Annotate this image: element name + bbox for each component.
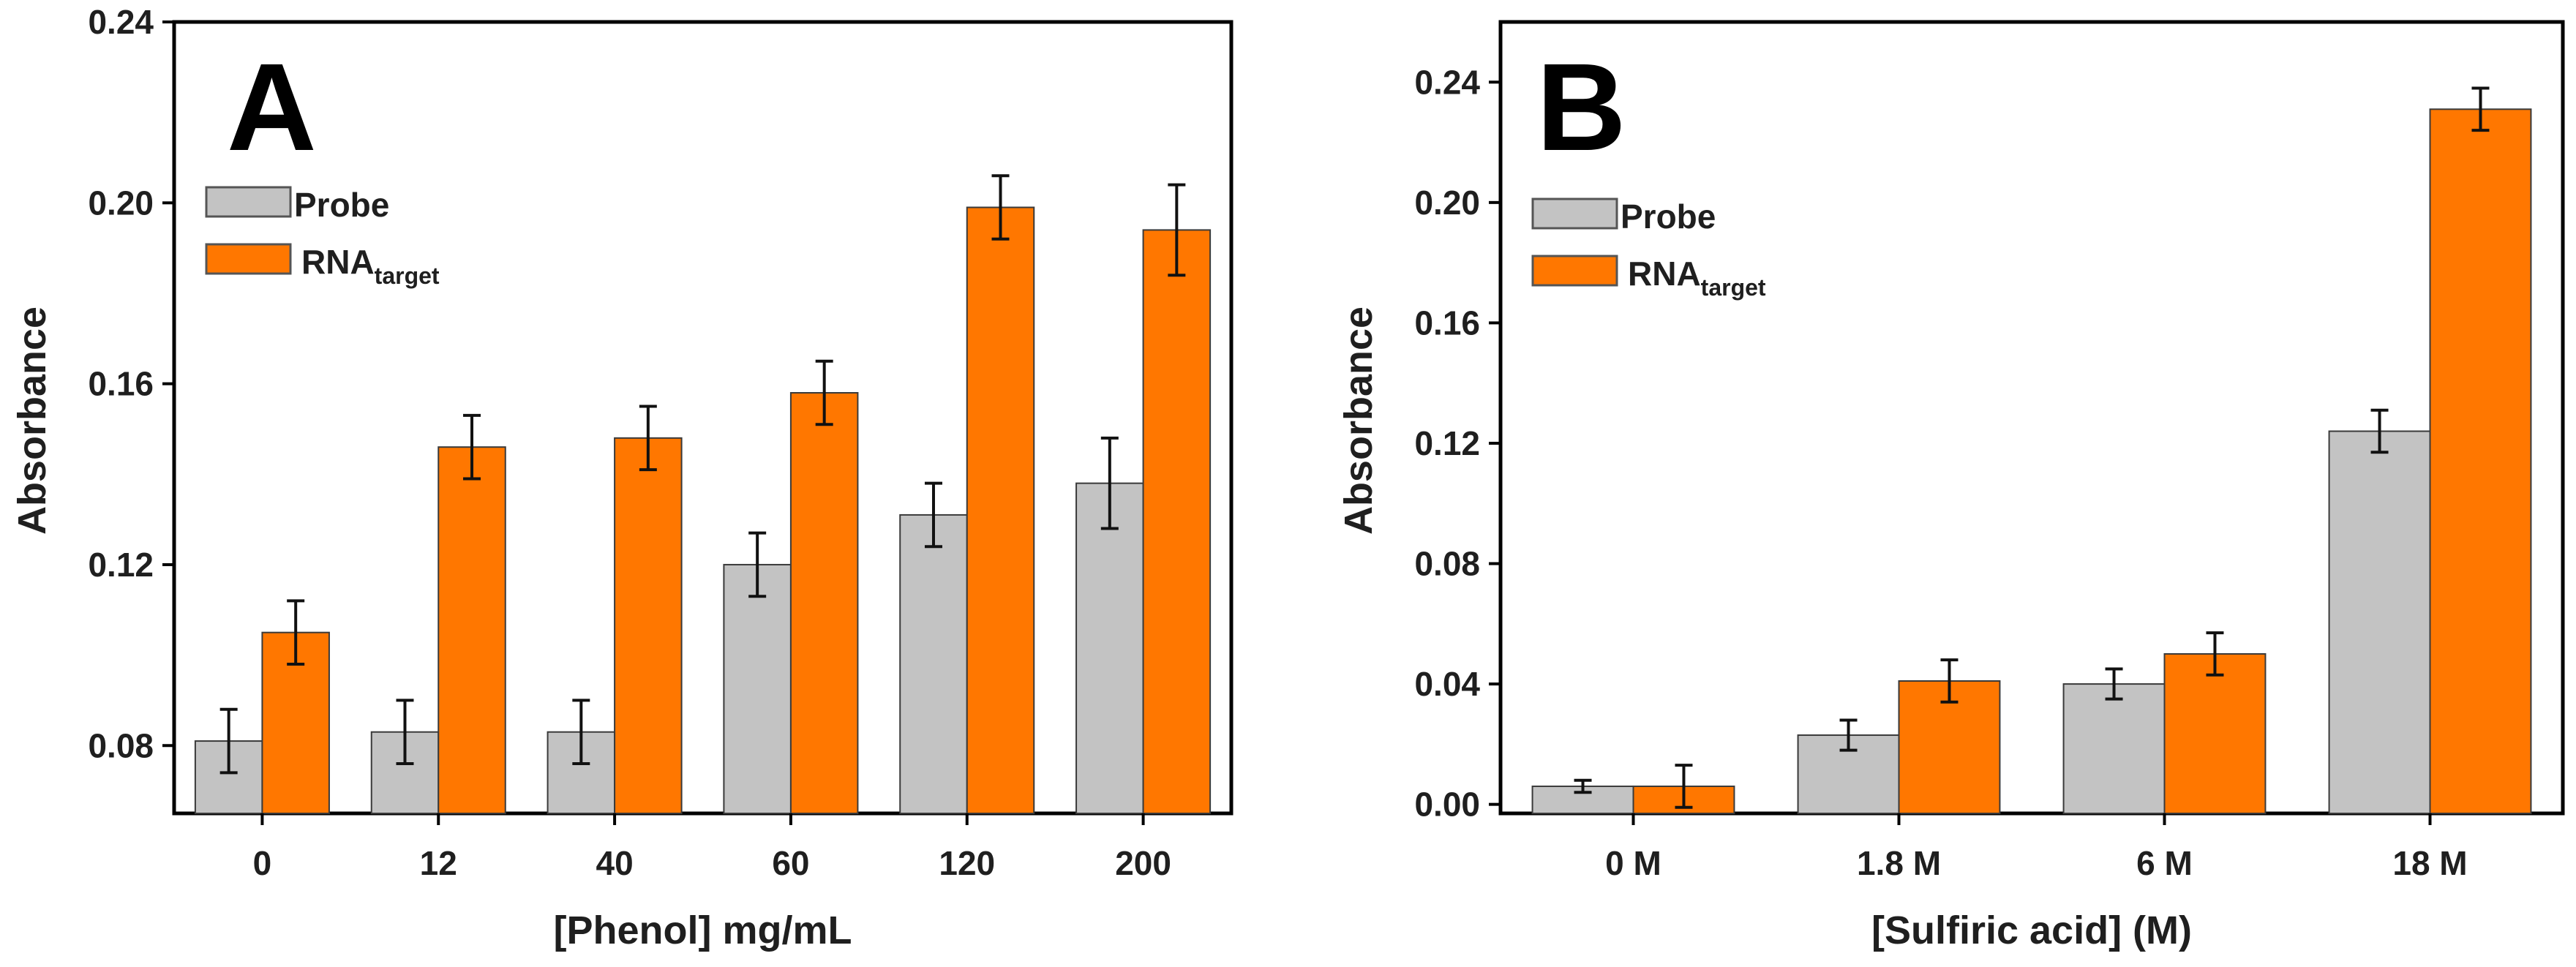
y-tick-label-0-12: 0.12: [88, 546, 154, 584]
y-tick-label-0-20: 0.20: [1414, 184, 1480, 222]
legend-a: Probe RNAtarget: [205, 186, 440, 289]
x-tick-label-200: 200: [1115, 844, 1171, 882]
y-tick-label-0-08: 0.08: [88, 726, 154, 764]
panel-label-a: A: [227, 38, 317, 177]
error-bar-rna-target-12: [463, 413, 481, 481]
legend-label-subscript: target: [1701, 274, 1766, 301]
x-tick-label-40: 40: [596, 844, 633, 882]
error-bar-probe-6-m: [2105, 667, 2123, 701]
bar-rna-target-12: [438, 446, 506, 815]
bar-probe-6-m: [2062, 683, 2166, 814]
y-tick-label-0-20: 0.20: [88, 184, 154, 222]
legend-label-probe: Probe: [294, 186, 389, 224]
y-tick-label-0-00: 0.00: [1414, 786, 1480, 824]
bar-rna-target-60: [789, 391, 859, 814]
error-bar-probe-12: [396, 699, 414, 765]
legend-b: Probe RNAtarget: [1531, 197, 1766, 301]
legend-swatch-probe: [1531, 197, 1618, 230]
y-tick-label-0-08: 0.08: [1414, 545, 1480, 583]
error-bar-probe-0-m: [1574, 778, 1592, 794]
error-bar-probe-0: [219, 707, 238, 775]
bar-probe-18-m: [2328, 430, 2431, 814]
y-tick-label-0-16: 0.16: [1414, 304, 1480, 342]
error-bar-rna-target-40: [639, 405, 657, 472]
error-bar-rna-target-120: [991, 174, 1010, 241]
legend-label-subscript: target: [375, 263, 440, 289]
x-tick-label-0: 0: [253, 844, 272, 882]
x-tick-label-0-m: 0 M: [1605, 844, 1661, 882]
y-axis-title-b: Absorbance: [1337, 306, 1381, 535]
error-bar-rna-target-1-8-m: [1940, 658, 1959, 704]
error-bar-rna-target-200: [1168, 183, 1186, 277]
legend-label-rna: RNA: [301, 243, 375, 281]
error-bar-rna-target-18-m: [2471, 86, 2490, 132]
panel-label-b: B: [1536, 38, 1626, 177]
error-bar-rna-target-0-m: [1675, 764, 1693, 809]
error-bar-rna-target-60: [815, 359, 833, 426]
bar-probe-120: [899, 513, 968, 815]
error-bar-probe-18-m: [2370, 408, 2389, 454]
chart-b: 0.00 0.04 0.08 0.12 0.16 0.20 0.24 0 M 1.8 M 6 M…: [1337, 20, 2565, 952]
bar-rna-target-120: [966, 206, 1035, 814]
x-tick-label-12: 12: [420, 844, 457, 882]
x-axis-title-b: [Sulfiric acid] (M): [1871, 908, 2192, 952]
chart-a: 0.08 0.12 0.16 0.20 0.24 0 12 40 60 120 200 A [Ph…: [10, 3, 1233, 952]
legend-swatch-probe: [205, 186, 292, 218]
x-tick-label-1-8-m: 1.8 M: [1857, 844, 1941, 882]
bar-rna-target-40: [614, 437, 683, 814]
error-bar-probe-60: [748, 531, 767, 598]
error-bar-probe-120: [924, 481, 942, 549]
legend-swatch-rna-target: [1531, 255, 1618, 287]
x-tick-label-120: 120: [939, 844, 995, 882]
y-tick-label-0-12: 0.12: [1414, 424, 1480, 462]
legend-label-rna-target: RNAtarget: [301, 243, 440, 289]
bar-probe-60: [723, 563, 792, 814]
y-axis-title-a: Absorbance: [10, 306, 54, 535]
legend-label-rna-target: RNAtarget: [1628, 255, 1766, 301]
x-axis-title-a: [Phenol] mg/mL: [554, 908, 852, 952]
bar-rna-target-6-m: [2163, 652, 2267, 814]
bar-probe-200: [1075, 482, 1144, 814]
y-tick-label-0-16: 0.16: [88, 365, 154, 403]
error-bar-probe-40: [572, 699, 590, 765]
x-tick-label-60: 60: [772, 844, 809, 882]
error-bar-rna-target-0: [287, 599, 305, 666]
x-tick-label-18-m: 18 M: [2392, 844, 2467, 882]
y-tick-label-0-24: 0.24: [88, 3, 154, 41]
legend-label-probe: Probe: [1621, 197, 1716, 236]
bar-rna-target-200: [1142, 229, 1212, 814]
y-tick-label-0-24: 0.24: [1414, 63, 1480, 101]
chart-a-frame: [172, 20, 1233, 816]
error-bar-rna-target-6-m: [2206, 631, 2224, 677]
y-tick-label-0-04: 0.04: [1414, 665, 1480, 703]
error-bar-probe-200: [1100, 436, 1119, 530]
x-tick-label-6-m: 6 M: [2136, 844, 2193, 882]
bar-rna-target-18-m: [2429, 108, 2532, 814]
legend-label-rna: RNA: [1628, 255, 1701, 293]
chart-b-frame: [1498, 20, 2565, 816]
error-bar-probe-1-8-m: [1839, 718, 1858, 752]
legend-swatch-rna-target: [205, 243, 292, 275]
